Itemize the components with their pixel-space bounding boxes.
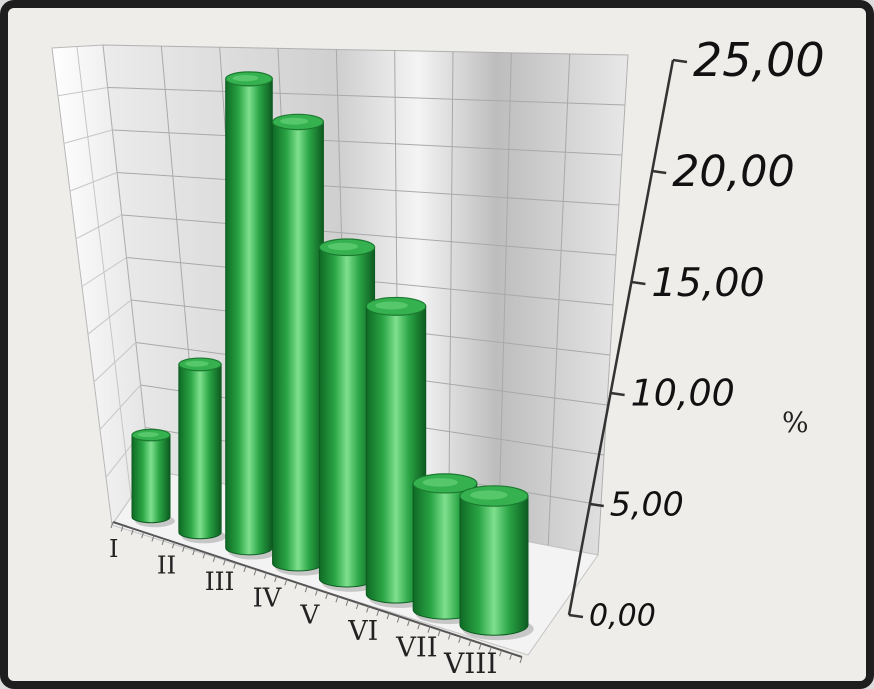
bar-body bbox=[131, 434, 171, 524]
x-tick-label-VII: VII bbox=[395, 632, 437, 663]
x-axis-minor-tick bbox=[171, 542, 175, 549]
bar-VIII bbox=[459, 485, 534, 641]
bar-top-highlight bbox=[232, 75, 259, 82]
x-axis-minor-tick bbox=[304, 585, 308, 593]
bar-body bbox=[272, 121, 324, 572]
bar-body bbox=[178, 363, 222, 540]
bar-top-highlight bbox=[327, 242, 359, 251]
bar-top-highlight bbox=[280, 117, 309, 125]
x-axis-minor-tick bbox=[120, 525, 124, 532]
x-tick-label-II: II bbox=[157, 551, 176, 580]
x-axis-minor-tick bbox=[284, 579, 288, 586]
y-axis: 0,00 5,00 10,00 15,00 20,00 25,00 bbox=[567, 33, 825, 634]
y-tick-label: 25,00 bbox=[693, 33, 825, 87]
x-axis-minor-tick bbox=[192, 548, 196, 556]
x-axis-minor-tick bbox=[458, 636, 462, 643]
x-axis-minor-tick bbox=[417, 623, 421, 630]
x-axis-minor-tick bbox=[233, 562, 237, 569]
bar-top-cap bbox=[365, 296, 427, 316]
x-axis-minor-tick bbox=[130, 528, 134, 535]
x-axis-minor-tick bbox=[499, 650, 503, 657]
x-tick-label-III: III bbox=[205, 567, 235, 596]
bar-top-highlight bbox=[375, 301, 408, 310]
y-tick-label: 0,00 bbox=[589, 599, 656, 634]
x-axis-minor-tick bbox=[325, 592, 329, 600]
bar-top-cap bbox=[225, 71, 273, 87]
x-axis-minor-tick bbox=[315, 589, 318, 596]
bar-top-highlight bbox=[470, 490, 508, 500]
x-axis-minor-tick bbox=[263, 572, 267, 579]
x-tick-label-VI: VI bbox=[347, 616, 378, 647]
y-axis-tick bbox=[589, 502, 604, 508]
x-axis-minor-tick bbox=[427, 626, 431, 633]
x-axis-minor-tick bbox=[376, 609, 380, 616]
bar-top-cap bbox=[271, 113, 325, 131]
bar-top-cap bbox=[412, 473, 478, 494]
bar-top-highlight bbox=[422, 478, 458, 487]
x-axis-minor-tick bbox=[407, 619, 410, 627]
x-axis-minor-tick bbox=[468, 639, 472, 647]
x-axis-minor-tick bbox=[488, 646, 492, 654]
x-axis bbox=[110, 521, 523, 664]
y-axis-tick bbox=[672, 58, 688, 64]
x-axis-minor-tick bbox=[253, 569, 257, 576]
bar-top-highlight bbox=[185, 360, 209, 367]
x-axis-minor-tick bbox=[478, 643, 482, 650]
bar-I bbox=[131, 428, 175, 528]
y-tick-label: 10,00 bbox=[631, 372, 735, 415]
y-tick-label: 20,00 bbox=[672, 147, 795, 197]
x-axis-minor-tick bbox=[151, 535, 155, 542]
y-axis-tick bbox=[631, 280, 646, 286]
gridline-horizontal bbox=[121, 214, 617, 256]
y-tick-label: 15,00 bbox=[651, 260, 764, 306]
y-axis-line bbox=[567, 59, 675, 616]
x-tick-label-I: I bbox=[109, 535, 118, 563]
x-axis-minor-tick bbox=[447, 633, 451, 640]
x-axis-minor-tick bbox=[223, 558, 226, 566]
x-axis-minor-tick bbox=[202, 552, 206, 559]
y-axis-tick bbox=[568, 613, 584, 619]
gridline-horizontal bbox=[117, 172, 620, 206]
x-axis-minor-tick bbox=[110, 521, 114, 529]
gridline-horizontal bbox=[107, 87, 626, 106]
bar-body bbox=[225, 78, 273, 556]
bar-top-cap bbox=[318, 238, 376, 257]
x-axis-minor-tick bbox=[243, 565, 247, 573]
bar-II bbox=[178, 357, 227, 544]
x-axis-minor-tick bbox=[141, 531, 145, 539]
y-axis-tick bbox=[652, 169, 667, 175]
x-tick-label-VIII: VIII bbox=[443, 647, 497, 680]
x-axis-minor-tick bbox=[274, 575, 278, 583]
gridline-horizontal bbox=[112, 129, 623, 156]
x-axis-minor-tick bbox=[386, 612, 390, 620]
x-tick-label-V: V bbox=[299, 600, 320, 630]
x-axis-minor-tick bbox=[294, 582, 298, 589]
x-axis-minor-tick bbox=[335, 596, 339, 603]
bar-III bbox=[225, 71, 278, 560]
x-tick-label-IV: IV bbox=[253, 584, 282, 614]
y-axis-unit-label: % bbox=[782, 406, 809, 439]
x-axis-minor-tick bbox=[366, 606, 370, 613]
bar-V bbox=[318, 238, 380, 592]
y-axis-tick bbox=[610, 391, 625, 397]
bar-top-cap bbox=[459, 485, 529, 507]
x-axis-minor-tick bbox=[182, 545, 186, 552]
x-axis-minor-tick bbox=[345, 599, 349, 606]
x-axis-minor-tick bbox=[161, 538, 165, 546]
x-axis-minor-tick bbox=[212, 555, 216, 562]
bar-top-cap bbox=[178, 357, 222, 372]
bar-top-highlight bbox=[137, 431, 159, 438]
x-axis-minor-tick bbox=[396, 616, 400, 623]
x-axis-minor-tick bbox=[355, 602, 359, 610]
gridline-side bbox=[76, 46, 132, 498]
bar-IV bbox=[271, 113, 329, 576]
x-axis-minor-tick bbox=[519, 656, 523, 664]
bar-top-cap bbox=[131, 428, 171, 442]
x-axis-minor-tick bbox=[509, 653, 513, 660]
y-tick-label: 5,00 bbox=[610, 485, 684, 524]
x-axis-minor-tick bbox=[437, 629, 441, 637]
bar-body bbox=[459, 495, 529, 636]
